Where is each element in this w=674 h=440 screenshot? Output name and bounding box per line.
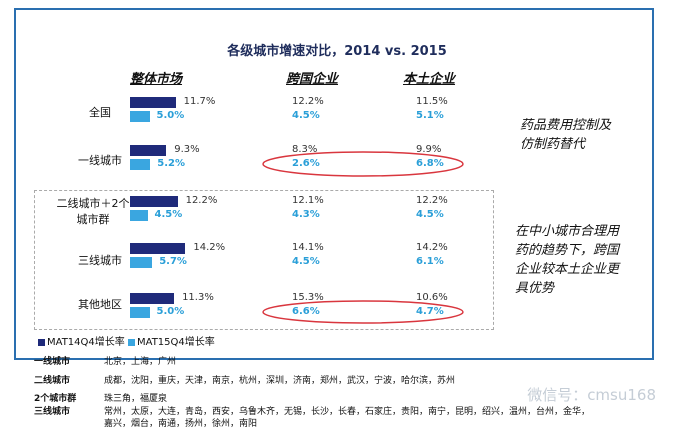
bar-mat14 [130,145,167,156]
value-label-overall-15: 5.7% [159,256,187,267]
legend-label: MAT15Q4增长率 [137,337,215,348]
bar-mat15 [130,307,150,318]
legend-swatch [38,338,45,346]
annotation-cost-control: 药品费用控制及 仿制药替代 [520,116,611,154]
legend-item-mat14: MAT14Q4增长率 [38,333,125,348]
chart-frame [14,8,654,360]
row-label: 城市群 [76,213,110,226]
value-label-local-14: 9.9% [416,144,442,155]
value-label-multi-14: 15.3% [292,292,324,303]
tier-cities: 北京，上海，广州 [104,357,177,367]
bar-mat15 [130,159,151,170]
row-label: 二线城市＋2个 [56,197,130,210]
value-label-multi-15: 4.5% [292,110,320,121]
value-label-multi-14: 14.1% [292,242,324,253]
value-label-multi-15: 4.3% [292,209,320,220]
value-label-local-15: 6.8% [416,158,444,169]
annotation-rational-use: 在中小城市合理用 药的趋势下，跨国 企业较本土企业更 具优势 [515,222,619,298]
chart-title: 各级城市增速对比，2014 vs. 2015 [227,44,447,59]
value-label-multi-14: 12.1% [292,195,324,206]
annotation-line: 药的趋势下，跨国 [515,243,620,258]
value-label-local-14: 14.2% [416,242,448,253]
value-label-overall-14: 14.2% [193,242,226,253]
bar-mat15 [130,257,153,268]
annotation-line: 企业较本土企业更 [515,262,620,277]
value-label-local-14: 10.6% [416,292,448,303]
tier-cities: 珠三角，福厦泉 [104,394,168,404]
watermark: 微信号：cmsu168 [527,386,656,404]
header-overall: 整体市场 [130,72,183,87]
bar-mat14 [130,97,176,108]
value-label-local-15: 6.1% [416,256,444,267]
value-label-multi-15: 2.6% [292,158,320,169]
value-label-overall-15: 4.5% [154,209,183,220]
tier-cities: 常州，太原，大连，青岛，西安，乌鲁木齐，无锡，长沙，长春，石家庄，贵阳，南宁，昆… [104,407,591,417]
legend-label: MAT14Q4增长率 [47,337,125,348]
legend-item-mat15: MAT15Q4增长率 [128,333,215,348]
annotation-line: 仿制药替代 [520,137,586,152]
tier-row: 一线城市 北京，上海，广州 [34,354,176,367]
value-label-local-14: 11.5% [416,96,448,107]
row-label: 其他地区 [78,298,122,311]
annotation-line: 药品费用控制及 [520,118,612,133]
row-label: 三线城市 [78,254,122,267]
tier-row: 嘉兴，烟台，南通，扬州，徐州，南阳 [34,416,257,429]
annotation-line: 在中小城市合理用 [515,224,620,239]
value-label-overall-15: 5.0% [156,110,185,121]
tier-row: 二线城市 成都，沈阳，重庆，天津，南京，杭州，深圳，济南，郑州，武汉，宁波，哈尔滨… [34,373,455,386]
value-label-local-15: 4.5% [416,209,444,220]
value-label-overall-15: 5.0% [156,306,185,317]
bar-mat14 [130,293,175,304]
tier-row: 2个城市群 珠三角，福厦泉 [34,391,167,404]
value-label-overall-14: 11.7% [183,96,216,107]
value-label-overall-14: 11.3% [182,292,214,303]
row-label: 全国 [89,106,111,119]
header-multinational: 跨国企业 [286,72,339,87]
value-label-overall-14: 12.2% [185,195,218,206]
bar-mat14 [130,196,178,207]
value-label-local-14: 12.2% [416,195,448,206]
bar-mat15 [130,111,150,122]
value-label-overall-14: 9.3% [174,144,200,155]
value-label-multi-15: 6.6% [292,306,320,317]
tier-name: 三线城市 [34,407,71,417]
value-label-local-15: 5.1% [416,110,444,121]
value-label-multi-14: 12.2% [292,96,324,107]
tier-name: 二线城市 [34,376,71,386]
tier-cities: 成都，沈阳，重庆，天津，南京，杭州，深圳，济南，郑州，武汉，宁波，哈尔滨，苏州 [104,376,456,386]
annotation-line: 具优势 [515,281,555,296]
tier-row: 三线城市 常州，太原，大连，青岛，西安，乌鲁木齐，无锡，长沙，长春，石家庄，贵阳，… [34,404,590,417]
value-label-overall-15: 5.2% [157,158,185,169]
legend-swatch [128,338,135,346]
header-local: 本土企业 [403,72,456,87]
tier-name: 2个城市群 [34,394,77,404]
value-label-multi-14: 8.3% [292,144,318,155]
bar-mat14 [130,243,186,254]
bar-mat15 [130,210,148,221]
tier-cities: 嘉兴，烟台，南通，扬州，徐州，南阳 [104,419,258,429]
small-city-highlight-box [34,190,494,330]
tier-name: 一线城市 [34,357,71,367]
value-label-local-15: 4.7% [416,306,444,317]
value-label-multi-15: 4.5% [292,256,320,267]
row-label: 一线城市 [78,154,122,167]
